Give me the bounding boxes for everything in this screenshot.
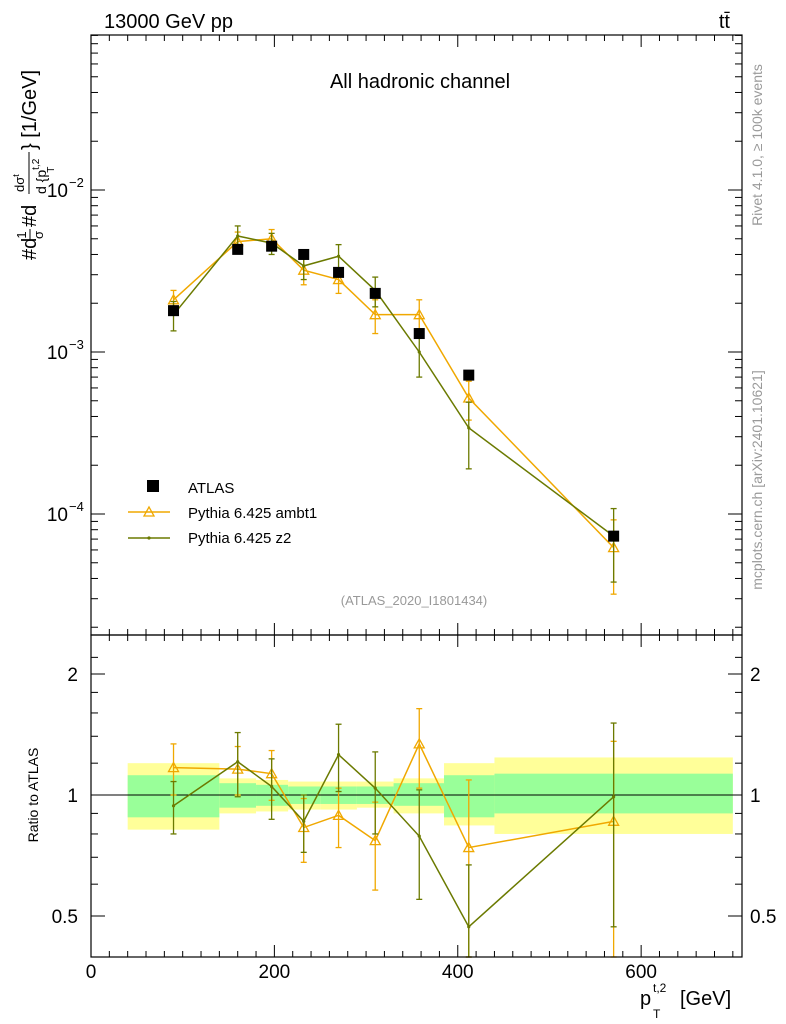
main-marker-ambt1: [332, 273, 345, 285]
svg-text:T: T: [653, 1007, 661, 1021]
rivet-version-label: Rivet 4.1.0, ≥ 100k events: [749, 64, 765, 226]
svg-text:[GeV]: [GeV]: [680, 988, 731, 1010]
ratio-marker-z2: [373, 786, 377, 790]
main-panel-series: [167, 225, 620, 595]
svg-text:} [1/GeV]: } [1/GeV]: [19, 70, 41, 150]
legend-marker-ambt1: [142, 505, 156, 517]
main-marker-z2: [336, 254, 341, 258]
main-marker-z2: [302, 264, 306, 268]
ratio-marker-ambt1: [332, 809, 345, 820]
main-marker-z2: [467, 426, 471, 430]
svg-text:t,2: t,2: [653, 981, 667, 995]
atlas-data-point: [232, 243, 244, 255]
atlas-data-point: [333, 266, 345, 278]
y-tick-label-ratio: 0.5: [52, 907, 78, 928]
ratio-marker-z2: [270, 784, 274, 789]
ratio-panel-border: [90, 634, 743, 958]
atlas-data-point: [369, 287, 381, 299]
svg-text:1: 1: [14, 231, 29, 238]
y-tick-label-main: 10: [47, 505, 68, 526]
y-tick-label-main: 10: [47, 181, 68, 202]
ratio-marker-z2: [236, 760, 240, 764]
y-tick-label-exponent: −4: [69, 499, 84, 514]
x-tick-label: 200: [259, 962, 291, 983]
ratio-marker-z2: [417, 834, 421, 838]
ratio-marker-z2: [302, 819, 306, 823]
atlas-data-point: [168, 305, 180, 317]
y-axis-label-main: #d 1 σ #d dσt d {pt,2 T } [1/GeV]: [11, 70, 57, 260]
x-tick-label: 0: [86, 962, 97, 983]
svg-text:d {pt,2T: d {pt,2 T: [31, 158, 57, 194]
svg-text:#d: #d: [19, 238, 41, 260]
mcplots-credit-label: mcplots.cern.ch [arXiv:2401.10621]: [749, 370, 765, 589]
svg-text:#d: #d: [19, 205, 41, 227]
ratio-marker-z2: [467, 925, 471, 929]
legend-marker-atlas: [147, 480, 159, 492]
svg-text:dσt: dσt: [11, 174, 27, 192]
collision-energy-label: 13000 GeV pp: [104, 11, 233, 33]
atlas-data-point: [266, 240, 278, 252]
y-tick-label-ratio-right: 0.5: [750, 907, 776, 928]
ratio-marker-z2: [612, 795, 616, 799]
svg-text:σ: σ: [31, 231, 46, 239]
y-axis-label-ratio: Ratio to ATLAS: [25, 748, 41, 843]
ratio-marker-z2: [336, 753, 341, 757]
legend-label-z2: Pythia 6.425 z2: [188, 530, 291, 547]
y-tick-label-ratio-right: 1: [750, 786, 761, 807]
x-tick-label: 600: [625, 962, 657, 983]
main-line-z2: [172, 235, 615, 537]
x-tick-label: 400: [442, 962, 474, 983]
chart-title: All hadronic channel: [330, 71, 510, 93]
atlas-data-point: [463, 369, 475, 381]
legend-marker-z2: [147, 536, 151, 540]
atlas-data-point: [298, 248, 310, 260]
ratio-marker-z2: [171, 804, 176, 808]
ratio-marker-ambt1: [369, 834, 382, 846]
main-marker-ambt1: [413, 308, 426, 320]
analysis-watermark: (ATLAS_2020_I1801434): [341, 593, 487, 608]
legend-label-atlas: ATLAS: [188, 480, 234, 497]
main-marker-z2: [417, 350, 421, 354]
y-tick-label-main: 10: [47, 343, 68, 364]
legend: ATLAS Pythia 6.425 ambt1 Pythia 6.425 z2: [128, 480, 317, 547]
y-tick-label-ratio: 2: [67, 665, 78, 686]
ratio-marker-ambt1: [413, 737, 426, 749]
y-tick-label-exponent: −3: [69, 337, 84, 352]
ratio-panel-series: [167, 707, 620, 958]
ratio-marker-ambt1: [462, 841, 475, 853]
y-tick-label-exponent: −2: [69, 175, 84, 190]
atlas-data-point: [413, 328, 425, 340]
main-marker-ambt1: [369, 308, 382, 320]
y-tick-label-ratio: 1: [67, 786, 78, 807]
main-marker-z2: [236, 234, 240, 238]
legend-label-ambt1: Pythia 6.425 ambt1: [188, 505, 317, 522]
atlas-data-point: [608, 530, 620, 542]
y-tick-label-ratio-right: 2: [750, 665, 761, 686]
svg-text:p: p: [640, 988, 651, 1010]
ratio-marker-ambt1: [167, 761, 180, 773]
x-axis-label: p t,2 T [GeV]: [640, 981, 731, 1021]
main-line-ambt1: [173, 237, 615, 549]
process-label: tt̄: [719, 11, 731, 33]
